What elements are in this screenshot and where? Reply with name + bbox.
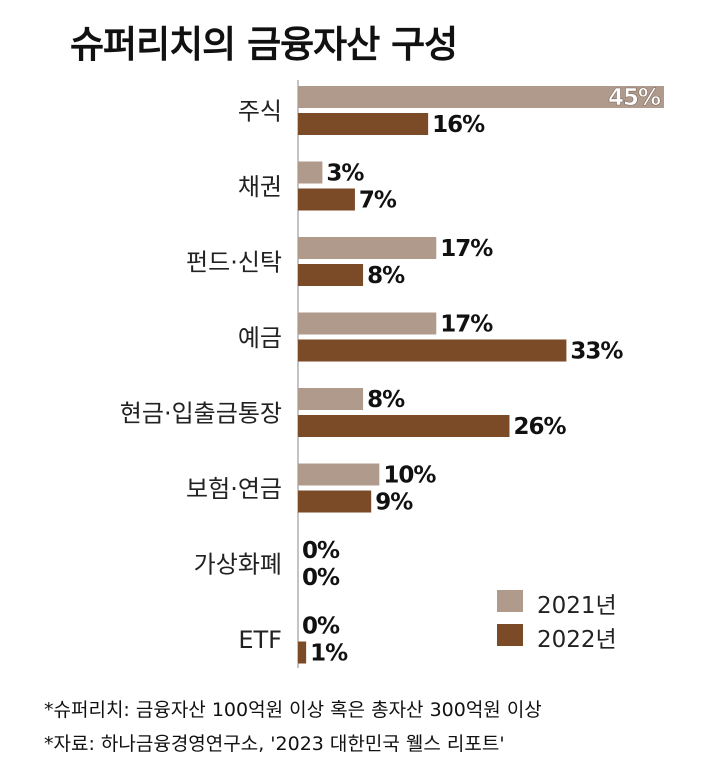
bar-2022 <box>298 339 567 362</box>
footnote-definition: *슈퍼리치: 금융자산 100억원 이상 혹은 총자산 300억원 이상 <box>44 699 542 721</box>
category-label: ETF <box>238 626 282 654</box>
bar-2021 <box>298 161 323 184</box>
data-label: 3% <box>326 161 364 187</box>
footnotes: *슈퍼리치: 금융자산 100억원 이상 혹은 총자산 300억원 이상 *자료… <box>44 693 542 761</box>
category-label: 주식 <box>238 98 282 126</box>
category-label: 펀드·신탁 <box>186 249 282 277</box>
footnote-source: *자료: 하나금융경영연구소, '2023 대한민국 웰스 리포트' <box>44 733 505 755</box>
bar-2021 <box>298 463 380 486</box>
legend-label-2021: 2021년 <box>537 593 617 619</box>
bar-2022 <box>298 641 307 664</box>
category-label: 예금 <box>238 324 282 352</box>
data-label: 7% <box>359 188 397 214</box>
data-label: 33% <box>570 339 623 365</box>
bar-2021 <box>298 388 364 410</box>
bar-2022 <box>298 490 372 513</box>
bar-2021 <box>298 86 664 108</box>
bar-2022 <box>298 188 355 211</box>
data-label: 17% <box>440 236 493 262</box>
category-label: 현금·입출금통장 <box>120 400 282 428</box>
data-label: 8% <box>367 387 405 413</box>
data-label: 16% <box>432 112 485 138</box>
category-label: 채권 <box>238 173 282 201</box>
data-label: 0% <box>302 614 340 640</box>
category-label: 가상화폐 <box>194 551 282 579</box>
bar-2022 <box>298 113 429 135</box>
data-label: 1% <box>310 641 348 667</box>
category-label: 보험·연금 <box>186 475 282 503</box>
bar-2022 <box>298 264 364 286</box>
data-label: 8% <box>367 263 405 289</box>
bar-2021 <box>298 312 437 335</box>
legend-swatch-2021 <box>497 590 523 612</box>
data-label: 10% <box>383 463 436 489</box>
data-label: 0% <box>302 565 340 591</box>
legend-label-2022: 2022년 <box>537 627 617 653</box>
data-label: 45% <box>608 85 661 111</box>
chart-title: 슈퍼리치의 금융자산 구성 <box>70 23 458 66</box>
bar-2022 <box>298 415 510 437</box>
data-label: 9% <box>375 490 413 516</box>
data-label: 17% <box>440 312 493 338</box>
bar-chart: 주식 45% 16% 채권 3%7% 펀드·신탁 17% 8% 예금 17% 33% 현금·입출금통장… <box>120 80 664 668</box>
bar-2021 <box>298 237 437 259</box>
legend-swatch-2022 <box>497 624 523 646</box>
data-label: 0% <box>302 538 340 564</box>
data-label: 26% <box>513 414 566 440</box>
